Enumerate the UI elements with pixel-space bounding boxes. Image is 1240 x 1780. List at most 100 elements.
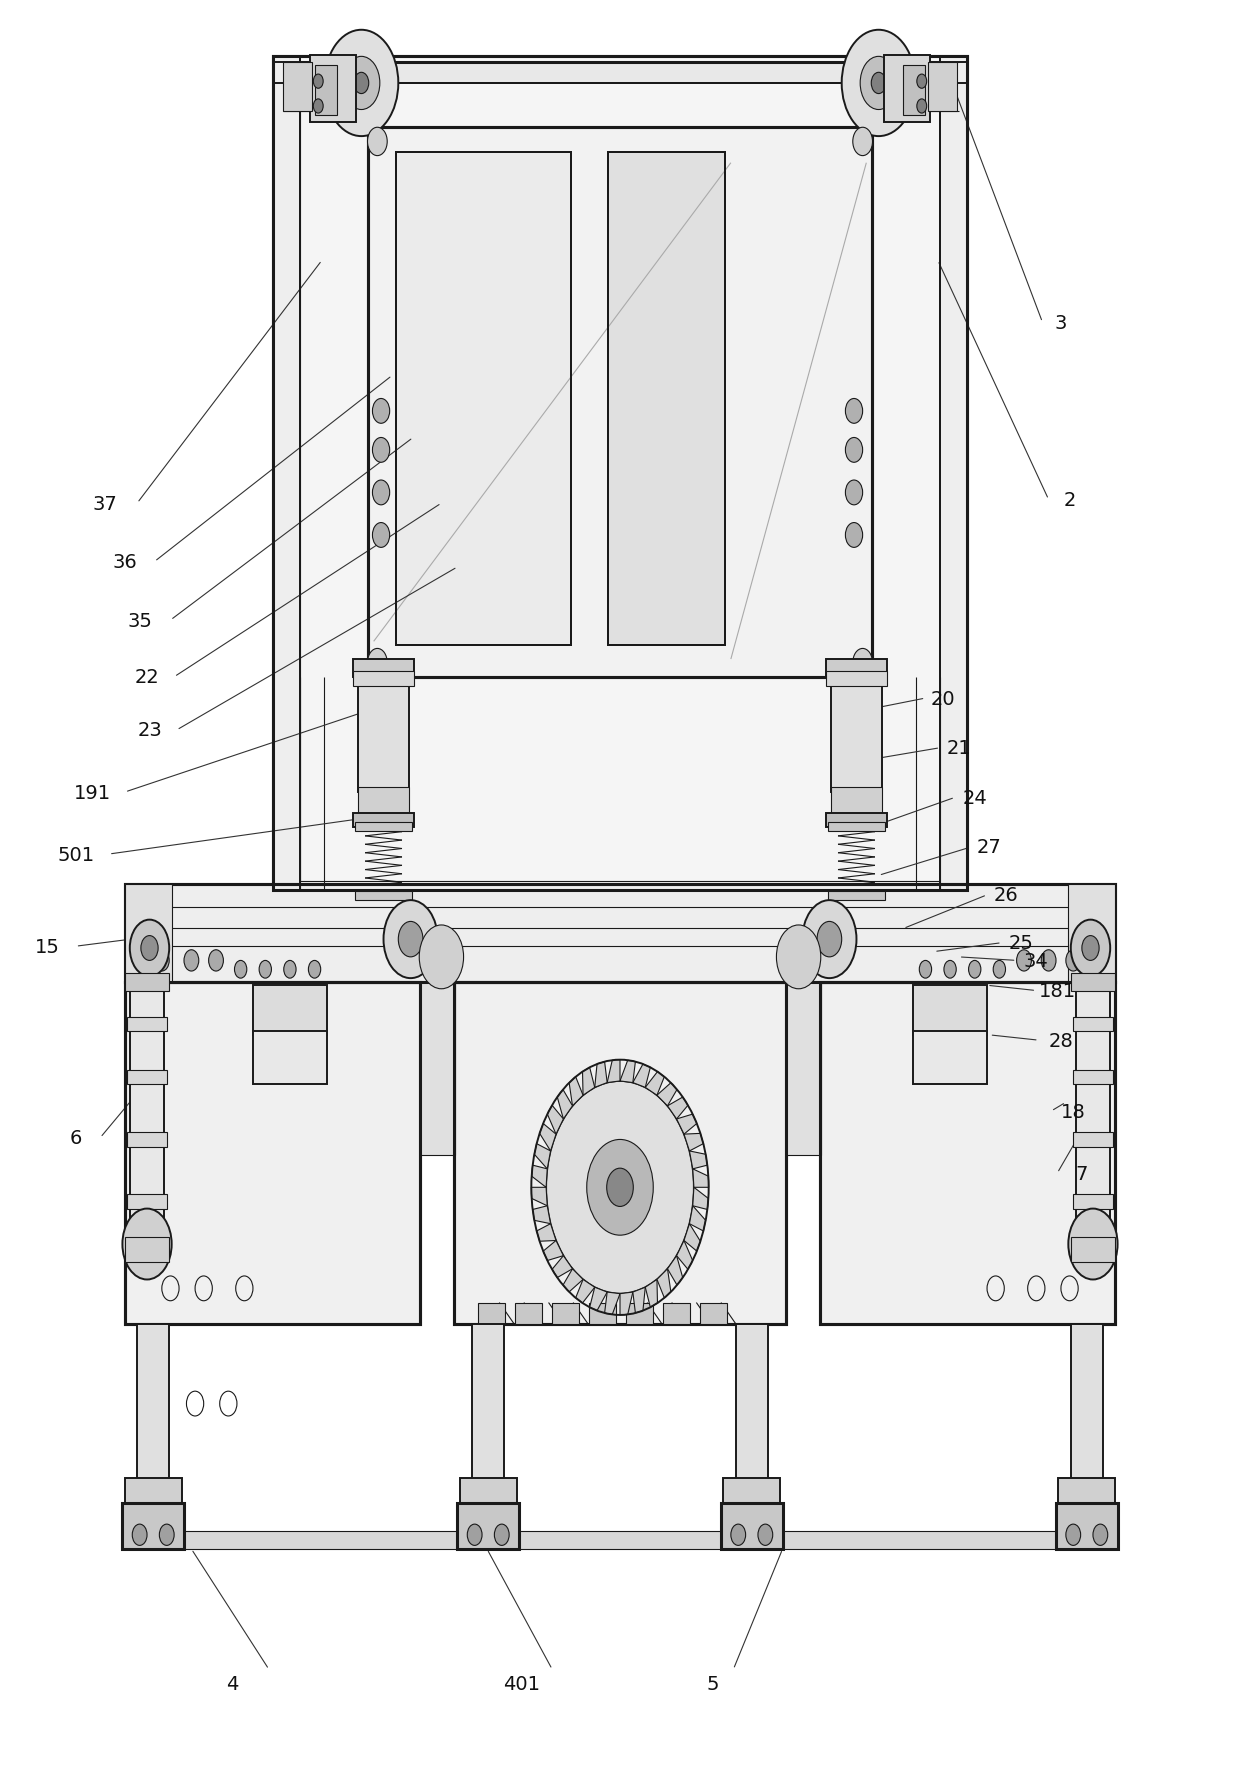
Bar	[125, 1477, 181, 1506]
Bar	[820, 983, 1115, 1324]
Polygon shape	[693, 1187, 708, 1210]
Polygon shape	[537, 1225, 556, 1242]
Circle shape	[284, 961, 296, 979]
Circle shape	[916, 75, 926, 89]
Bar	[396, 153, 570, 646]
Bar	[608, 153, 724, 646]
Text: 191: 191	[74, 783, 112, 803]
Bar	[458, 1502, 520, 1549]
Polygon shape	[557, 1089, 573, 1120]
Bar	[828, 822, 885, 831]
Circle shape	[343, 57, 379, 110]
Polygon shape	[620, 1061, 635, 1082]
Circle shape	[968, 961, 981, 979]
Polygon shape	[543, 1241, 563, 1260]
Bar	[1069, 885, 1115, 983]
Polygon shape	[531, 1187, 547, 1207]
Text: 36: 36	[113, 554, 138, 571]
Bar	[663, 1303, 691, 1324]
Bar	[454, 983, 786, 1324]
Circle shape	[846, 399, 863, 424]
Circle shape	[546, 1080, 694, 1294]
Text: 2: 2	[1064, 491, 1076, 509]
Bar	[273, 62, 967, 84]
Text: 181: 181	[1039, 981, 1076, 1000]
Text: 23: 23	[138, 721, 162, 740]
Bar	[315, 66, 337, 116]
Bar	[940, 57, 967, 890]
Polygon shape	[657, 1269, 671, 1298]
Circle shape	[398, 922, 423, 958]
Circle shape	[802, 901, 857, 979]
Bar	[913, 986, 987, 1036]
Circle shape	[1017, 951, 1032, 972]
Bar	[125, 983, 420, 1324]
Text: 34: 34	[1024, 951, 1049, 970]
Circle shape	[123, 1209, 171, 1280]
Polygon shape	[677, 1241, 693, 1269]
Bar	[472, 1324, 505, 1483]
Circle shape	[325, 30, 398, 137]
Bar	[1074, 1132, 1112, 1146]
Bar	[940, 57, 967, 890]
Bar	[352, 660, 414, 678]
Bar	[1056, 1502, 1117, 1549]
Circle shape	[861, 57, 897, 110]
Bar	[454, 983, 786, 1324]
Polygon shape	[632, 1287, 645, 1314]
Bar	[128, 1132, 166, 1146]
Polygon shape	[677, 1114, 697, 1134]
Circle shape	[730, 1524, 745, 1545]
Circle shape	[184, 951, 198, 972]
Text: 27: 27	[977, 838, 1002, 856]
Bar	[479, 1303, 506, 1324]
Circle shape	[993, 961, 1006, 979]
Polygon shape	[533, 1207, 551, 1225]
Bar	[460, 1477, 517, 1506]
Circle shape	[872, 73, 887, 94]
Bar	[367, 128, 873, 678]
Polygon shape	[689, 1152, 707, 1169]
Polygon shape	[632, 1064, 650, 1088]
Circle shape	[353, 73, 368, 94]
Text: 3: 3	[1055, 313, 1068, 333]
Bar	[735, 1324, 768, 1483]
Circle shape	[842, 30, 915, 137]
Text: 25: 25	[1009, 934, 1034, 952]
Bar	[138, 1324, 169, 1483]
Circle shape	[367, 650, 387, 678]
Bar	[1071, 1237, 1115, 1262]
Bar	[125, 885, 171, 983]
Bar	[273, 57, 300, 890]
Text: 20: 20	[930, 689, 955, 708]
Text: 5: 5	[706, 1675, 719, 1693]
Polygon shape	[684, 1225, 701, 1251]
Circle shape	[309, 961, 321, 979]
Circle shape	[130, 920, 169, 977]
Circle shape	[817, 922, 842, 958]
Bar	[125, 885, 1115, 983]
Bar	[1059, 1477, 1115, 1506]
Bar	[357, 673, 409, 792]
Circle shape	[314, 75, 324, 89]
Bar	[125, 974, 169, 991]
Polygon shape	[534, 1145, 551, 1169]
Bar	[273, 57, 300, 890]
Bar	[125, 1237, 169, 1262]
Polygon shape	[605, 1292, 620, 1315]
Polygon shape	[569, 1077, 583, 1105]
Circle shape	[234, 961, 247, 979]
Bar	[128, 1018, 166, 1032]
Bar	[355, 822, 412, 831]
Circle shape	[1092, 1524, 1107, 1545]
Bar	[123, 1531, 1117, 1549]
Bar	[786, 983, 821, 1155]
Polygon shape	[595, 1063, 608, 1088]
Text: 26: 26	[993, 886, 1018, 904]
Circle shape	[372, 438, 389, 463]
Bar	[1076, 988, 1110, 1244]
Text: 18: 18	[1061, 1102, 1086, 1121]
Polygon shape	[645, 1072, 665, 1095]
Circle shape	[1081, 936, 1099, 961]
Polygon shape	[539, 1123, 556, 1152]
